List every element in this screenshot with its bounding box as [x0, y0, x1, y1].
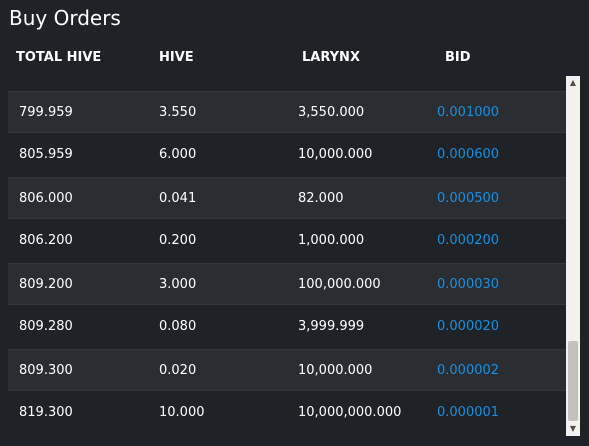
larynx-cell: 3,550.000: [298, 105, 365, 120]
total-hive-cell: 805.959: [19, 147, 73, 162]
hive-cell: 3.000: [159, 277, 197, 292]
bid-link[interactable]: 0.000600: [437, 147, 500, 162]
larynx-cell: 100,000.000: [298, 277, 381, 292]
larynx-cell: 3,999.999: [298, 319, 365, 334]
larynx-cell: 82.000: [298, 191, 344, 206]
column-header-larynx[interactable]: LARYNX: [302, 50, 360, 65]
column-header-hive[interactable]: HIVE: [159, 50, 194, 65]
hive-cell: 0.080: [159, 319, 197, 334]
table-row[interactable]: 809.300 0.020 10,000.000 0.000002: [8, 349, 566, 391]
total-hive-cell: 819.300: [19, 405, 73, 420]
bid-link[interactable]: 0.000500: [437, 191, 500, 206]
bid-link[interactable]: 0.001000: [437, 105, 500, 120]
larynx-cell: 10,000.000: [298, 363, 373, 378]
hive-cell: 0.200: [159, 233, 197, 248]
total-hive-cell: 806.000: [19, 191, 73, 206]
larynx-cell: 10,000.000: [298, 147, 373, 162]
table-row[interactable]: 806.000 0.041 82.000 0.000500: [8, 177, 566, 219]
table-row[interactable]: 805.959 6.000 10,000.000 0.000600: [8, 134, 566, 176]
bid-link[interactable]: 0.000200: [437, 233, 500, 248]
bid-link[interactable]: 0.000030: [437, 277, 500, 292]
table-row[interactable]: 809.280 0.080 3,999.999 0.000020: [8, 306, 566, 348]
total-hive-cell: 809.300: [19, 363, 73, 378]
total-hive-cell: 809.200: [19, 277, 73, 292]
larynx-cell: 1,000.000: [298, 233, 365, 248]
table-header: TOTAL HIVE HIVE LARYNX BID: [0, 50, 589, 70]
table-row[interactable]: 809.200 3.000 100,000.000 0.000030: [8, 263, 566, 305]
bid-link[interactable]: 0.000001: [437, 405, 500, 420]
hive-cell: 10.000: [159, 405, 205, 420]
bid-link[interactable]: 0.000020: [437, 319, 500, 334]
table-row[interactable]: 799.959 3.550 3,550.000 0.001000: [8, 91, 566, 133]
total-hive-cell: 799.959: [19, 105, 73, 120]
scroll-up-arrow-icon[interactable]: ▲: [569, 78, 577, 87]
table-row[interactable]: 819.300 10.000 10,000,000.000 0.000001: [8, 392, 566, 434]
scrollbar-thumb[interactable]: [568, 341, 578, 421]
vertical-scrollbar[interactable]: ▲ ▼: [566, 76, 580, 436]
total-hive-cell: 806.200: [19, 233, 73, 248]
hive-cell: 0.020: [159, 363, 197, 378]
scroll-down-arrow-icon[interactable]: ▼: [569, 424, 577, 433]
hive-cell: 6.000: [159, 147, 197, 162]
hive-cell: 0.041: [159, 191, 197, 206]
buy-orders-table[interactable]: 799.959 3.550 3,550.000 0.001000 805.959…: [8, 76, 566, 436]
hive-cell: 3.550: [159, 105, 197, 120]
larynx-cell: 10,000,000.000: [298, 405, 402, 420]
column-header-bid[interactable]: BID: [445, 50, 471, 65]
panel-title: Buy Orders: [9, 6, 121, 30]
column-header-total-hive[interactable]: TOTAL HIVE: [16, 50, 102, 65]
table-row[interactable]: 806.200 0.200 1,000.000 0.000200: [8, 220, 566, 262]
total-hive-cell: 809.280: [19, 319, 73, 334]
bid-link[interactable]: 0.000002: [437, 363, 500, 378]
